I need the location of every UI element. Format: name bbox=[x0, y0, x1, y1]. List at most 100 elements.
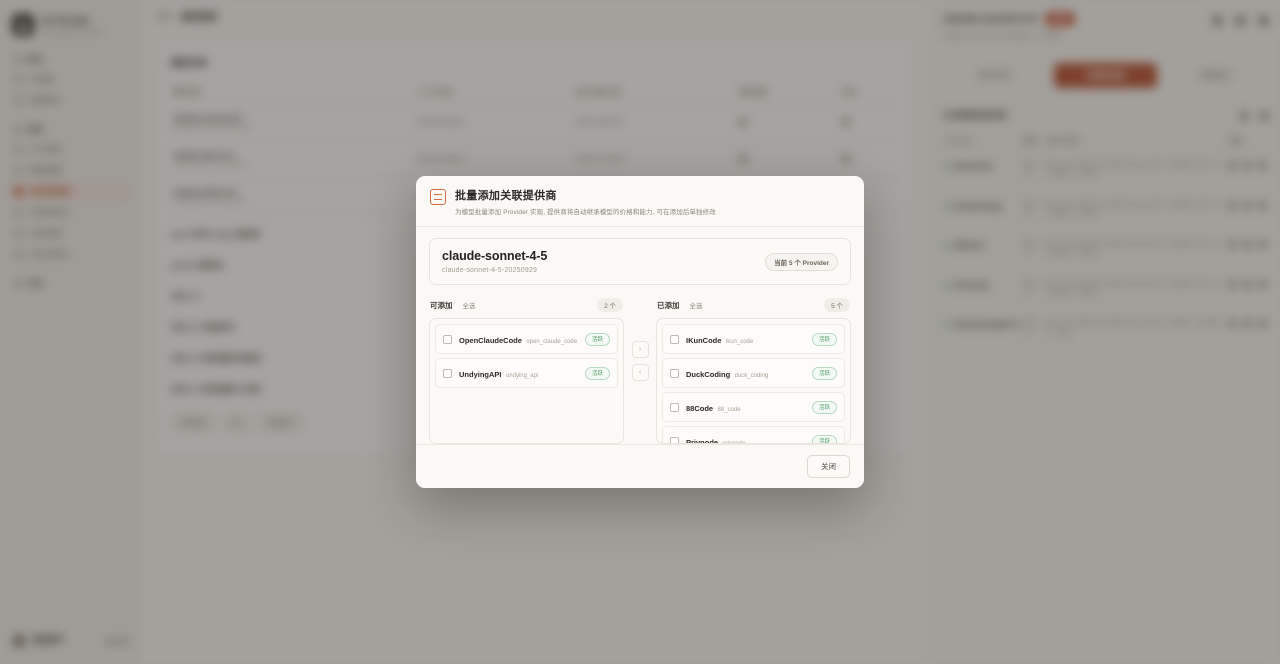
server-icon bbox=[14, 187, 23, 196]
available-list[interactable]: OpenClaudeCode open_claude_code 活跃 Undyi… bbox=[429, 318, 624, 444]
toggle-icon[interactable] bbox=[1244, 241, 1251, 249]
settings-icon[interactable] bbox=[107, 637, 114, 645]
bulk-link-icon[interactable] bbox=[1260, 111, 1268, 120]
tag-icon bbox=[14, 208, 23, 217]
provider-name: DuckCoding bbox=[955, 201, 1003, 211]
add-model-button[interactable]: 新增模型 bbox=[171, 413, 215, 433]
add-provider-icon[interactable] bbox=[1240, 111, 1248, 120]
table-row[interactable]: DuckCoding 权重 1.0 输入 $3.00 / 输出 $15.00 每… bbox=[943, 191, 1268, 232]
logout-icon[interactable] bbox=[120, 637, 127, 645]
edit-icon[interactable] bbox=[1229, 320, 1236, 328]
table-row[interactable]: claude-opus-4-1 claude-opus-4-1-20250805… bbox=[169, 140, 901, 178]
grid-icon bbox=[14, 75, 23, 84]
edit-icon[interactable] bbox=[1229, 201, 1236, 209]
sidebar-item-access[interactable]: 访问控制 bbox=[8, 223, 131, 244]
checkbox-icon[interactable] bbox=[670, 334, 679, 344]
list-item[interactable]: OpenClaudeCode open_claude_code 活跃 bbox=[435, 324, 618, 354]
sidebar-item-logs[interactable]: 日志与审计 bbox=[8, 244, 131, 265]
sidebar-user-row[interactable] bbox=[8, 628, 131, 654]
delete-icon[interactable] bbox=[1259, 201, 1266, 209]
move-right-button[interactable]: › bbox=[631, 341, 649, 358]
checkbox-icon[interactable] bbox=[670, 368, 679, 378]
list-item[interactable]: UndyingAPI undying_api 活跃 bbox=[435, 358, 618, 388]
tab-linked-providers[interactable]: 关联提供商 bbox=[1054, 63, 1157, 88]
section-heading: gpt-5 系列 image 模型组 bbox=[171, 230, 261, 239]
edit-icon[interactable] bbox=[1213, 16, 1222, 25]
section-heading: 豆包 2.0 深度思考 bbox=[171, 323, 235, 332]
sidebar-item-pricing[interactable]: 价格与能力 bbox=[8, 202, 131, 223]
bulk-action-button[interactable]: 批量操作 bbox=[259, 413, 303, 433]
column-header-providers: 提供商数 bbox=[734, 81, 838, 104]
close-icon[interactable] bbox=[1259, 16, 1268, 25]
added-column: 已添加 全选 5 个 IKunCode ikun_code 活跃 bbox=[656, 298, 851, 444]
status-badge: 活跃 bbox=[811, 434, 837, 443]
tab-usage-stats[interactable]: 调用统计 bbox=[1200, 71, 1233, 80]
sidebar-item-models[interactable]: 模型管理 bbox=[8, 160, 131, 181]
toggle-icon[interactable] bbox=[1244, 201, 1251, 209]
added-select-all[interactable]: 全选 bbox=[689, 302, 703, 310]
sidebar-item-providers[interactable]: 提供商管理 bbox=[8, 181, 131, 202]
dialog-body: claude-sonnet-4-5 claude-sonnet-4-5-2025… bbox=[416, 227, 864, 444]
available-select-all[interactable]: 全选 bbox=[462, 302, 476, 310]
cell-model-name: claude-sonnet-4-5 bbox=[173, 113, 242, 123]
brand[interactable]: AI Portal model gateway console bbox=[8, 10, 131, 50]
cell-price: $15.00 / $75.00 bbox=[572, 140, 735, 178]
added-list[interactable]: IKunCode ikun_code 活跃 DuckCoding duck_co… bbox=[656, 318, 851, 444]
server-stack-icon bbox=[430, 189, 446, 205]
list-item[interactable]: DuckCoding duck_coding 活跃 bbox=[662, 358, 845, 388]
checkbox-icon[interactable] bbox=[443, 334, 452, 344]
delete-icon[interactable] bbox=[1259, 320, 1266, 328]
action-chips: 新增模型 导入 批量操作 bbox=[169, 401, 901, 445]
provider-name: Privnode bbox=[955, 280, 990, 290]
status-dot-icon bbox=[945, 282, 950, 288]
list-item[interactable]: 88Code 88_code 活跃 bbox=[662, 392, 845, 422]
edit-icon[interactable] bbox=[1229, 280, 1236, 288]
status-icon bbox=[841, 155, 850, 163]
table-row[interactable]: claude-sonnet-4-5 claude-sonnet-4-5-2025… bbox=[169, 103, 901, 141]
table-row[interactable]: DuckCodingFree 权重 0.5 输入 $0.00 / 输出 $0.0… bbox=[943, 309, 1268, 350]
move-left-button[interactable]: ‹ bbox=[631, 364, 649, 381]
status-badge: 活跃 bbox=[811, 366, 837, 380]
dialog-footer: 关闭 bbox=[416, 444, 864, 488]
sidebar-item-label: 访问控制 bbox=[30, 229, 62, 238]
delete-icon[interactable] bbox=[1259, 241, 1266, 249]
transfer-controls: › ‹ bbox=[624, 298, 656, 444]
edit-icon[interactable] bbox=[1229, 241, 1236, 249]
checkbox-icon[interactable] bbox=[670, 436, 679, 443]
import-button[interactable]: 导入 bbox=[222, 413, 252, 433]
list-icon bbox=[14, 250, 23, 259]
toggle-icon[interactable] bbox=[1244, 320, 1251, 328]
current-provider-count-badge: 当前 5 个 Provider bbox=[765, 252, 838, 271]
list-item[interactable]: IKunCode ikun_code 活跃 bbox=[662, 324, 845, 354]
provider-slug: ikun_code bbox=[725, 339, 754, 345]
provider-meta: 输入 $3.00 / 输出 $15.00 每百万 tokens 能力: 工具调用… bbox=[1044, 151, 1227, 192]
checkbox-icon[interactable] bbox=[443, 368, 452, 378]
sidebar-item-api-keys[interactable]: API 密钥 bbox=[8, 139, 131, 160]
column-header-name: 模型名称 bbox=[169, 81, 413, 104]
list-item[interactable]: Privnode privnode 活跃 bbox=[662, 426, 845, 443]
status-dot-icon bbox=[945, 203, 950, 209]
breadcrumb-root[interactable]: 配置 bbox=[156, 12, 172, 21]
table-row[interactable]: IKunCode 权重 1.0 输入 $3.00 / 输出 $15.00 每百万… bbox=[943, 151, 1268, 192]
provider-weight: 权重 0.5 bbox=[1021, 309, 1044, 350]
folder-icon bbox=[14, 280, 21, 287]
toggle-icon[interactable] bbox=[1244, 162, 1251, 169]
provider-count-icon bbox=[738, 118, 747, 126]
refresh-icon[interactable] bbox=[1236, 16, 1245, 25]
toggle-icon[interactable] bbox=[1244, 280, 1251, 288]
available-count: 2 个 bbox=[597, 298, 623, 312]
table-row[interactable]: Privnode 权重 1.0 输入 $3.00 / 输出 $15.00 每百万… bbox=[943, 270, 1268, 311]
sidebar-item-stats[interactable]: 数据统计 bbox=[8, 90, 131, 111]
delete-icon[interactable] bbox=[1259, 280, 1266, 288]
table-row[interactable]: 88Code 权重 1.0 输入 $3.00 / 输出 $15.00 每百万 t… bbox=[943, 230, 1268, 271]
column-header-actions: 操作 bbox=[1226, 131, 1268, 152]
delete-icon[interactable] bbox=[1259, 162, 1266, 169]
status-dot-icon bbox=[945, 164, 950, 169]
sidebar-item-dashboard[interactable]: 仪表盘 bbox=[8, 69, 131, 90]
cell-model-slug: claude-haiku-4-5-20251001 bbox=[173, 198, 247, 205]
close-button[interactable]: 关闭 bbox=[807, 455, 850, 478]
edit-icon[interactable] bbox=[1229, 162, 1236, 169]
tab-basic-info[interactable]: 基本信息 bbox=[978, 71, 1011, 80]
provider-name: DuckCodingFree bbox=[955, 320, 1020, 330]
checkbox-icon[interactable] bbox=[670, 402, 679, 412]
